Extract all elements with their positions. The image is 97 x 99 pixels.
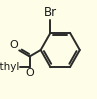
Text: methyl: methyl xyxy=(0,62,19,72)
Text: O: O xyxy=(25,68,34,78)
Text: Br: Br xyxy=(44,6,57,19)
Text: O: O xyxy=(10,40,19,50)
